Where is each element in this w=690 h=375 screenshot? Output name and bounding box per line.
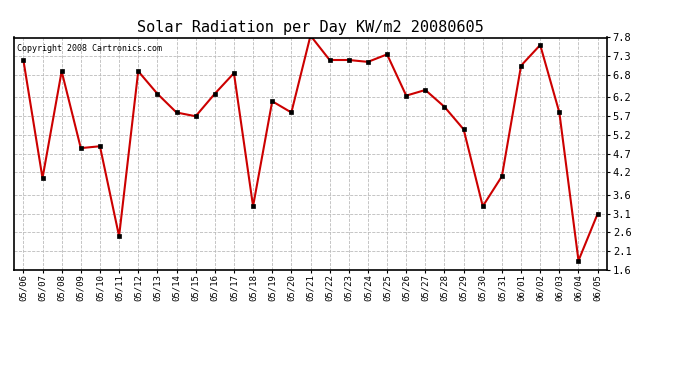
Text: Copyright 2008 Cartronics.com: Copyright 2008 Cartronics.com (17, 45, 161, 54)
Title: Solar Radiation per Day KW/m2 20080605: Solar Radiation per Day KW/m2 20080605 (137, 20, 484, 35)
